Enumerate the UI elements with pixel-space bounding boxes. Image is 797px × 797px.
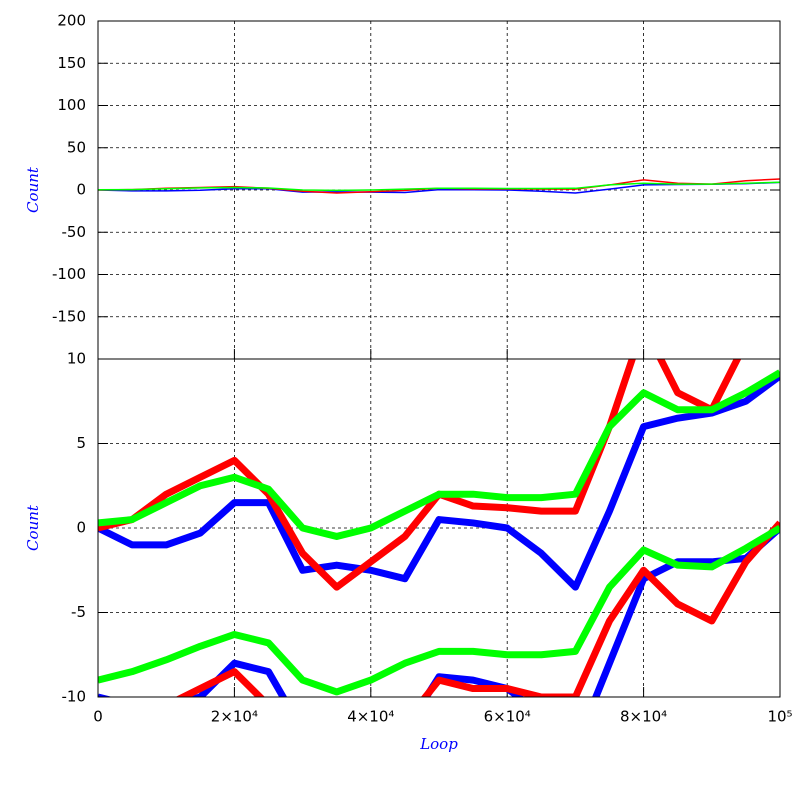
x-tick-label: 6×10⁴ xyxy=(484,708,531,726)
y-axis-label: Count xyxy=(24,166,42,213)
data-line xyxy=(98,369,780,540)
data-line xyxy=(98,359,742,591)
y-tick-label: 0 xyxy=(76,519,86,537)
y-tick-label: -50 xyxy=(62,223,87,241)
x-tick-label: 8×10⁴ xyxy=(620,708,667,726)
x-axis-label: Loop xyxy=(419,735,458,753)
y-axis-label: Count xyxy=(24,504,42,551)
data-line xyxy=(98,181,780,192)
x-tick-label: 10⁵ xyxy=(767,708,792,726)
y-tick-label: 100 xyxy=(57,96,86,114)
y-tick-label: 200 xyxy=(57,12,86,30)
y-tick-label: -10 xyxy=(62,688,87,706)
y-tick-label: -5 xyxy=(71,603,86,621)
data-line xyxy=(175,520,780,697)
data-line xyxy=(98,525,780,697)
y-tick-label: 5 xyxy=(76,434,86,452)
y-tick-label: 150 xyxy=(57,54,86,72)
y-tick-label: 50 xyxy=(67,138,86,156)
plot-frame xyxy=(97,358,781,698)
data-line xyxy=(98,373,780,591)
plot-area xyxy=(98,178,780,194)
y-tick-label: 10 xyxy=(67,350,86,368)
plot-area xyxy=(98,359,780,697)
data-line xyxy=(98,524,780,696)
x-tick-label: 0 xyxy=(93,708,103,726)
y-tick-label: -100 xyxy=(52,265,86,283)
y-tick-label: 0 xyxy=(76,181,86,199)
y-tick-label: -150 xyxy=(52,307,86,325)
x-tick-label: 4×10⁴ xyxy=(347,708,394,726)
data-line xyxy=(98,181,780,194)
x-tick-label: 2×10⁴ xyxy=(211,708,258,726)
